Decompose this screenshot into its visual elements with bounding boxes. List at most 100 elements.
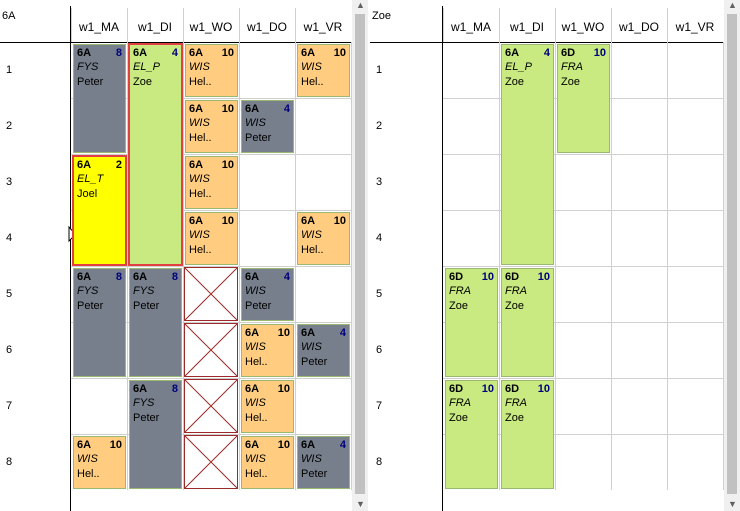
left-header-divider-line <box>239 8 240 42</box>
left-lesson-card[interactable]: 6A 8 FYS Peter <box>73 44 126 153</box>
right-lesson-card[interactable]: 6D 10 FRA Zoe <box>501 380 554 489</box>
blocked-slot[interactable] <box>184 379 238 433</box>
lesson-count: 10 <box>537 383 550 395</box>
right-day-header[interactable]: w1_MA <box>450 20 491 34</box>
left-day-header[interactable]: w1_MA <box>78 20 119 34</box>
lesson-class: 6A <box>245 439 260 451</box>
lesson-class: 6A <box>245 103 260 115</box>
left-lesson-card[interactable]: 6A 10 WIS Hel.. <box>241 324 294 377</box>
blocked-x-icon <box>184 379 238 433</box>
lesson-teacher: Peter <box>301 468 328 480</box>
lesson-teacher: Hel.. <box>301 76 324 88</box>
lesson-subject: WIS <box>189 229 210 241</box>
lesson-count: 10 <box>481 383 494 395</box>
blocked-slot[interactable] <box>184 323 238 377</box>
lesson-count: 10 <box>221 215 234 227</box>
lesson-teacher: Peter <box>133 300 160 312</box>
right-lesson-card[interactable]: 6A 4 EL_P Zoe <box>501 44 554 265</box>
lesson-count: 8 <box>171 271 178 283</box>
left-day-header[interactable]: w1_DO <box>246 20 287 34</box>
lesson-subject: FYS <box>133 285 155 297</box>
lesson-class: 6A <box>77 159 92 171</box>
right-lesson-card[interactable]: 6D 10 FRA Zoe <box>445 268 498 377</box>
lesson-class: 6D <box>505 383 520 395</box>
right-day-header[interactable]: w1_DI <box>509 20 544 34</box>
left-day-header[interactable]: w1_WO <box>189 20 233 34</box>
left-lesson-card[interactable]: 6A 10 WIS Hel.. <box>185 100 238 153</box>
right-period-label: 1 <box>376 64 383 76</box>
blocked-slot[interactable] <box>184 435 238 489</box>
left-lesson-card[interactable]: 6A 8 FYS Peter <box>129 380 182 489</box>
left-period-label: 3 <box>6 176 13 188</box>
right-row-divider <box>443 266 723 267</box>
lesson-subject: WIS <box>301 61 322 73</box>
right-day-header[interactable]: w1_DO <box>618 20 659 34</box>
right-lesson-card[interactable]: 6D 10 FRA Zoe <box>445 380 498 489</box>
lesson-class: 6A <box>77 439 92 451</box>
lesson-subject: WIS <box>245 397 266 409</box>
left-lesson-card[interactable]: 6A 4 WIS Peter <box>297 324 350 377</box>
right-lesson-card[interactable]: 6D 10 FRA Zoe <box>501 268 554 377</box>
left-lesson-card[interactable]: 6A 10 WIS Hel.. <box>241 436 294 489</box>
right-scroll-down-icon[interactable]: ▼ <box>728 499 737 509</box>
left-lesson-card[interactable]: 6A 4 WIS Peter <box>297 436 350 489</box>
lesson-teacher: Hel.. <box>189 132 212 144</box>
lesson-subject: EL_P <box>133 61 160 73</box>
left-header-divider-line <box>183 8 184 42</box>
blocked-slot[interactable] <box>184 267 238 321</box>
left-lesson-card[interactable]: 6A 10 WIS Hel.. <box>297 212 350 265</box>
lesson-teacher: Peter <box>77 300 104 312</box>
left-period-label: 5 <box>6 288 13 300</box>
lesson-teacher: Hel.. <box>245 356 268 368</box>
left-lesson-card[interactable]: 6A 10 WIS Hel.. <box>185 156 238 209</box>
lesson-subject: WIS <box>189 117 210 129</box>
right-scroll-up-icon[interactable]: ▲ <box>728 0 737 10</box>
lesson-class: 6A <box>301 327 316 339</box>
lesson-class: 6D <box>449 383 464 395</box>
lesson-subject: FYS <box>133 397 155 409</box>
right-scrollbar-thumb[interactable] <box>727 14 737 494</box>
left-scroll-up-icon[interactable]: ▲ <box>356 0 365 10</box>
blocked-x-icon <box>184 435 238 489</box>
left-day-header[interactable]: w1_DI <box>137 20 172 34</box>
lesson-teacher: Zoe <box>133 76 152 88</box>
lesson-count: 10 <box>333 215 346 227</box>
right-header-divider-line <box>499 8 500 42</box>
right-header-divider-line <box>667 8 668 42</box>
left-lesson-card[interactable]: 6A 10 WIS Hel.. <box>185 212 238 265</box>
right-timetable-panel: Zoe w1_MA w1_DI w1_WO w1_DO w1_VR 1 2 3 4 5 6 7 8 6A 4… <box>370 0 740 511</box>
left-lesson-card[interactable]: 6A 10 WIS Hel.. <box>73 436 126 489</box>
right-period-label: 7 <box>376 400 383 412</box>
lesson-class: 6A <box>245 383 260 395</box>
right-day-header[interactable]: w1_WO <box>561 20 605 34</box>
left-scrollbar-thumb[interactable] <box>355 14 365 494</box>
right-day-header[interactable]: w1_VR <box>675 20 715 34</box>
lesson-count: 10 <box>277 383 290 395</box>
left-header-divider-line <box>127 8 128 42</box>
lesson-subject: WIS <box>301 453 322 465</box>
left-lesson-card[interactable]: 6A 4 WIS Peter <box>241 100 294 153</box>
left-lesson-card[interactable]: 6A 10 WIS Hel.. <box>297 44 350 97</box>
lesson-count: 10 <box>277 439 290 451</box>
lesson-class: 6D <box>449 271 464 283</box>
left-lesson-card[interactable]: 6A 8 FYS Peter <box>73 268 126 377</box>
lesson-count: 8 <box>115 47 122 59</box>
lesson-subject: EL_P <box>505 61 532 73</box>
left-row-divider <box>71 154 351 155</box>
left-lesson-card[interactable]: 6A 10 WIS Hel.. <box>241 380 294 433</box>
lesson-count: 10 <box>277 327 290 339</box>
left-header-divider <box>0 42 71 43</box>
right-grid-left-border <box>442 6 443 511</box>
right-lesson-card[interactable]: 6D 10 FRA Zoe <box>557 44 610 153</box>
left-row-divider <box>71 434 351 435</box>
left-lesson-card[interactable]: 6A 4 WIS Peter <box>241 268 294 321</box>
lesson-subject: WIS <box>189 61 210 73</box>
lesson-class: 6A <box>189 159 204 171</box>
lesson-class: 6A <box>245 327 260 339</box>
left-lesson-card[interactable]: 6A 4 EL_P Zoe <box>128 43 183 266</box>
left-day-header[interactable]: w1_VR <box>303 20 343 34</box>
left-lesson-card[interactable]: 6A 10 WIS Hel.. <box>185 44 238 97</box>
left-lesson-card[interactable]: 6A 2 EL_T Joel <box>72 155 127 266</box>
left-lesson-card[interactable]: 6A 8 FYS Peter <box>129 268 182 377</box>
left-scroll-down-icon[interactable]: ▼ <box>356 499 365 509</box>
